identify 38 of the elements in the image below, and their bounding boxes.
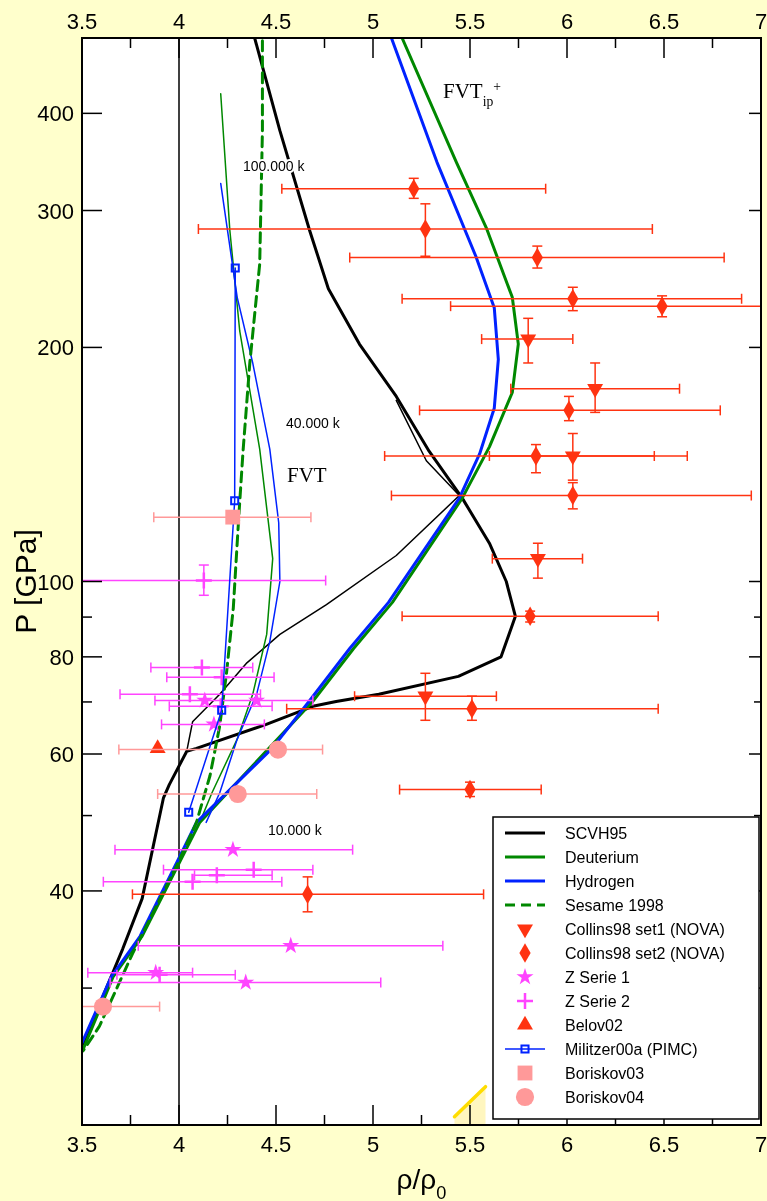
y-tick-label: 80: [49, 644, 74, 670]
y-tick-label: 40: [49, 878, 74, 904]
y-tick-label: 60: [49, 742, 74, 767]
x-tick-label: 7: [754, 9, 767, 34]
x-tick-label: 6: [560, 9, 574, 34]
legend-label: Hydrogen: [565, 873, 635, 890]
y-tick-label: 200: [37, 335, 74, 361]
x-tick-label: 4: [172, 9, 186, 34]
y-tick-label: 400: [37, 101, 74, 127]
legend-label: Boriskov04: [565, 1089, 645, 1106]
legend-label: Deuterium: [565, 849, 639, 866]
legend-label: Collins98 set2 (NOVA): [565, 945, 725, 962]
legend-label: Z Serie 1: [565, 969, 631, 986]
legend-label: Z Serie 2: [565, 993, 631, 1010]
legend-label: Militzer00a (PIMC): [565, 1041, 698, 1058]
x-axis-title: ρ/ρ$_{0}$: [396, 1164, 447, 1201]
legend-label: Collins98 set1 (NOVA): [565, 921, 725, 938]
x-tick-label: 3.5: [66, 9, 98, 34]
x2-tick-label: 4.5: [260, 1132, 292, 1157]
x-tick-label: 5.5: [454, 9, 486, 34]
legend-label: Belov02: [565, 1017, 623, 1034]
x-tick-label: 5: [366, 9, 380, 34]
annotation: 40.000 k: [286, 415, 341, 431]
legend-label: SCVH95: [565, 825, 628, 842]
x2-tick-label: 6: [560, 1132, 574, 1157]
x2-tick-label: 3.5: [66, 1132, 98, 1157]
y-tick-label: 300: [37, 198, 74, 224]
x2-tick-label: 4: [172, 1132, 186, 1157]
x-tick-label: 6.5: [648, 9, 680, 34]
legend-label: Sesame 1998: [565, 897, 664, 914]
legend-label: Boriskov03: [565, 1065, 645, 1082]
x2-tick-label: 5.5: [454, 1132, 486, 1157]
x2-tick-label: 6.5: [648, 1132, 680, 1157]
annotation: 10.000 k: [268, 822, 323, 838]
annotation: FVT: [287, 463, 327, 487]
x-tick-label: 4.5: [260, 9, 292, 34]
x2-tick-label: 5: [366, 1132, 380, 1157]
x2-tick-label: 7: [754, 1132, 767, 1157]
